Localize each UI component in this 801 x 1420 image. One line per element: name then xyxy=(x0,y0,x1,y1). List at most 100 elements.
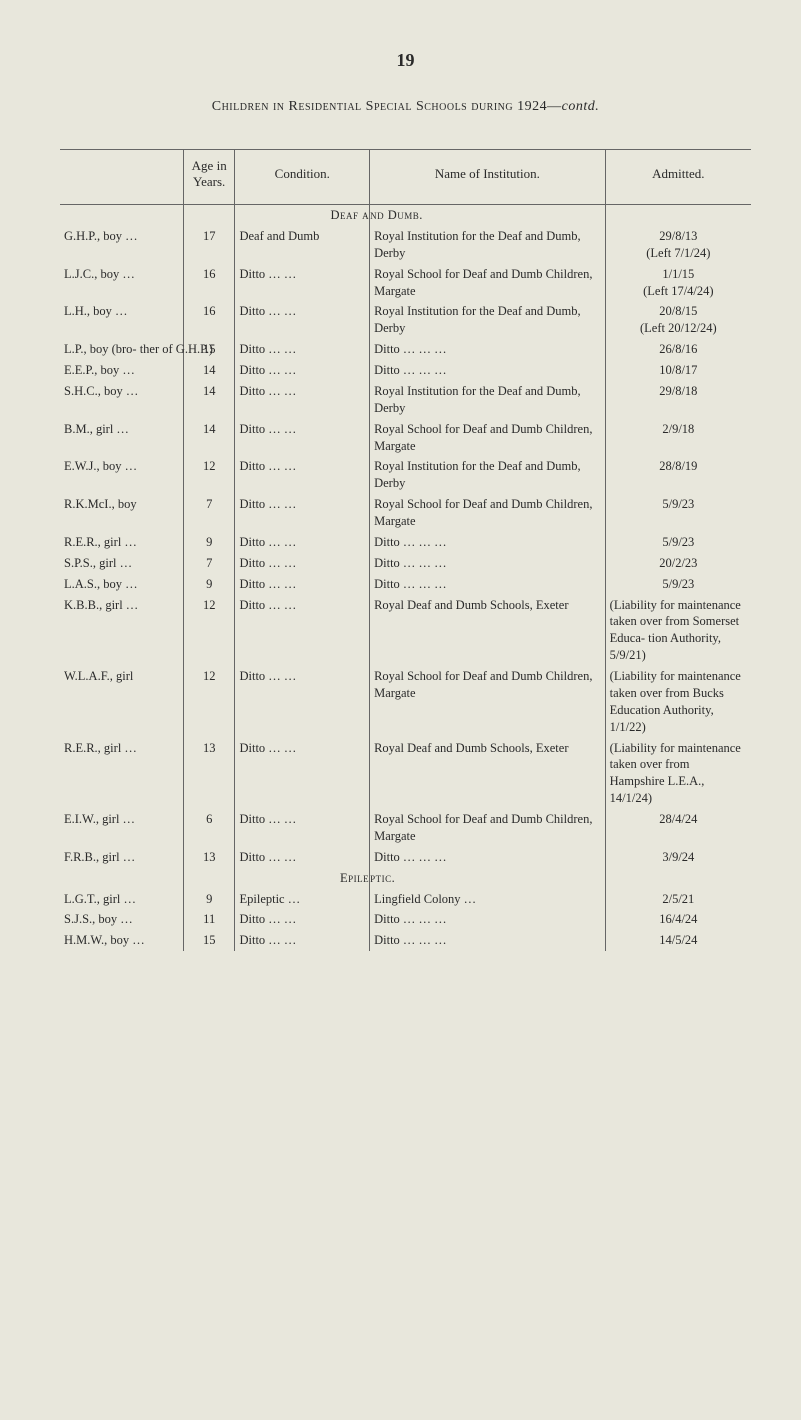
cell-institution: Ditto … … … xyxy=(370,360,606,381)
cell-name: W.L.A.F., girl xyxy=(60,666,183,738)
cell-name: L.A.S., boy … xyxy=(60,574,183,595)
cell-institution: Royal School for Deaf and Dumb Children,… xyxy=(370,666,606,738)
table-title: Children in Residential Special Schools … xyxy=(60,99,751,115)
cell-age: 13 xyxy=(183,738,235,810)
cell-institution: Royal Deaf and Dumb Schools, Exeter xyxy=(370,595,606,667)
cell-institution: Ditto … … … xyxy=(370,930,606,951)
cell-institution: Royal Deaf and Dumb Schools, Exeter xyxy=(370,738,606,810)
cell-admitted: 16/4/24 xyxy=(605,909,751,930)
cell-condition: Ditto … … xyxy=(235,809,370,847)
cell-admitted: 5/9/23 xyxy=(605,494,751,532)
section-epile-left: Epile xyxy=(235,868,370,889)
cell-age: 13 xyxy=(183,847,235,868)
cell-institution: Royal School for Deaf and Dumb Children,… xyxy=(370,419,606,457)
header-name xyxy=(60,150,183,205)
cell-name: K.B.B., girl … xyxy=(60,595,183,667)
cell-name: H.M.W., boy … xyxy=(60,930,183,951)
cell-admitted: 2/5/21 xyxy=(605,889,751,910)
cell-condition: Ditto … … xyxy=(235,909,370,930)
table-row: S.H.C., boy …14Ditto … …Royal Institutio… xyxy=(60,381,751,419)
cell-institution: Lingfield Colony … xyxy=(370,889,606,910)
cell-age: 17 xyxy=(183,226,235,264)
cell-age: 7 xyxy=(183,494,235,532)
cell-admitted: 20/8/15(Left 20/12/24) xyxy=(605,301,751,339)
cell-name: R.K.McI., boy xyxy=(60,494,183,532)
table-row: G.H.P., boy …17Deaf and DumbRoyal Instit… xyxy=(60,226,751,264)
cell-name: S.J.S., boy … xyxy=(60,909,183,930)
cell-admitted: 28/4/24 xyxy=(605,809,751,847)
cell-institution: Ditto … … … xyxy=(370,339,606,360)
table-row: B.M., girl …14Ditto … …Royal School for … xyxy=(60,419,751,457)
title-contd: contd. xyxy=(562,99,600,114)
cell-condition: Ditto … … xyxy=(235,264,370,302)
cell-institution: Royal Institution for the Deaf and Dumb,… xyxy=(370,381,606,419)
table-row: W.L.A.F., girl12Ditto … …Royal School fo… xyxy=(60,666,751,738)
cell-admitted: 1/1/15(Left 17/4/24) xyxy=(605,264,751,302)
cell-institution: Royal School for Deaf and Dumb Children,… xyxy=(370,264,606,302)
cell-name: R.E.R., girl … xyxy=(60,532,183,553)
cell-admitted: (Liability for maintenance taken over fr… xyxy=(605,595,751,667)
cell-condition: Ditto … … xyxy=(235,553,370,574)
page-number: 19 xyxy=(60,50,751,71)
cell-institution: Ditto … … … xyxy=(370,553,606,574)
cell-condition: Ditto … … xyxy=(235,532,370,553)
cell-name: L.H., boy … xyxy=(60,301,183,339)
cell-age: 7 xyxy=(183,553,235,574)
table-row: E.I.W., girl …6Ditto … …Royal School for… xyxy=(60,809,751,847)
cell-condition: Ditto … … xyxy=(235,456,370,494)
table-row: L.J.C., boy …16Ditto … …Royal School for… xyxy=(60,264,751,302)
table-row: F.R.B., girl …13Ditto … …Ditto … … …3/9/… xyxy=(60,847,751,868)
table-row: H.M.W., boy …15Ditto … …Ditto … … …14/5/… xyxy=(60,930,751,951)
cell-admitted: 14/5/24 xyxy=(605,930,751,951)
section-heading-deaf: Deaf a nd Dumb. xyxy=(60,205,751,226)
cell-age: 12 xyxy=(183,666,235,738)
cell-institution: Ditto … … … xyxy=(370,909,606,930)
section-epile-right: ptic. xyxy=(370,868,606,889)
cell-admitted: 29/8/18 xyxy=(605,381,751,419)
cell-condition: Ditto … … xyxy=(235,360,370,381)
section-heading-epileptic: Epile ptic. xyxy=(60,868,751,889)
cell-admitted: 20/2/23 xyxy=(605,553,751,574)
cell-institution: Royal School for Deaf and Dumb Children,… xyxy=(370,809,606,847)
cell-admitted: (Liability for maintenance taken over fr… xyxy=(605,666,751,738)
table-row: E.W.J., boy …12Ditto … …Royal Institutio… xyxy=(60,456,751,494)
cell-age: 9 xyxy=(183,889,235,910)
cell-condition: Ditto … … xyxy=(235,301,370,339)
cell-admitted: 3/9/24 xyxy=(605,847,751,868)
cell-name: E.W.J., boy … xyxy=(60,456,183,494)
cell-name: S.H.C., boy … xyxy=(60,381,183,419)
cell-institution: Royal Institution for the Deaf and Dumb,… xyxy=(370,226,606,264)
cell-condition: Ditto … … xyxy=(235,339,370,360)
table-row: S.J.S., boy …11Ditto … …Ditto … … …16/4/… xyxy=(60,909,751,930)
table-row: R.E.R., girl …9Ditto … …Ditto … … …5/9/2… xyxy=(60,532,751,553)
cell-condition: Epileptic … xyxy=(235,889,370,910)
cell-name: L.J.C., boy … xyxy=(60,264,183,302)
cell-name: E.I.W., girl … xyxy=(60,809,183,847)
cell-institution: Ditto … … … xyxy=(370,532,606,553)
table-row: L.P., boy (bro- ther of G.H.P.)15Ditto …… xyxy=(60,339,751,360)
cell-admitted: 5/9/23 xyxy=(605,532,751,553)
cell-condition: Ditto … … xyxy=(235,381,370,419)
cell-name: E.E.P., boy … xyxy=(60,360,183,381)
table-row: L.G.T., girl …9Epileptic …Lingfield Colo… xyxy=(60,889,751,910)
table-row: E.E.P., boy …14Ditto … …Ditto … … …10/8/… xyxy=(60,360,751,381)
cell-age: 9 xyxy=(183,532,235,553)
cell-age: 6 xyxy=(183,809,235,847)
section-deaf-right: nd Dumb. xyxy=(370,205,606,226)
deaf-rows: G.H.P., boy …17Deaf and DumbRoyal Instit… xyxy=(60,226,751,868)
header-admitted: Admitted. xyxy=(605,150,751,205)
cell-age: 16 xyxy=(183,301,235,339)
cell-age: 11 xyxy=(183,909,235,930)
cell-condition: Ditto … … xyxy=(235,574,370,595)
records-table: Age in Years. Condition. Name of Institu… xyxy=(60,149,751,951)
cell-admitted: 28/8/19 xyxy=(605,456,751,494)
section-deaf-left: Deaf a xyxy=(235,205,370,226)
cell-name: R.E.R., girl … xyxy=(60,738,183,810)
cell-name: F.R.B., girl … xyxy=(60,847,183,868)
cell-condition: Ditto … … xyxy=(235,419,370,457)
table-header-row: Age in Years. Condition. Name of Institu… xyxy=(60,150,751,205)
cell-age: 15 xyxy=(183,930,235,951)
cell-age: 14 xyxy=(183,419,235,457)
cell-condition: Ditto … … xyxy=(235,494,370,532)
cell-condition: Ditto … … xyxy=(235,847,370,868)
